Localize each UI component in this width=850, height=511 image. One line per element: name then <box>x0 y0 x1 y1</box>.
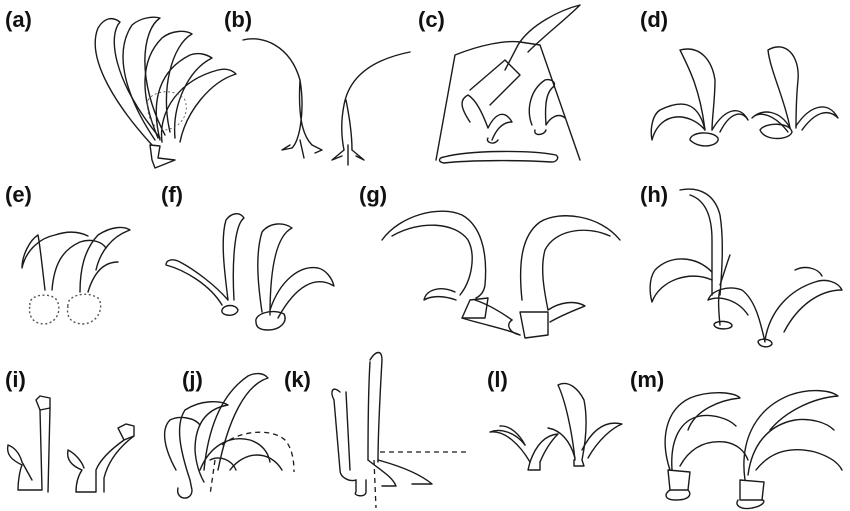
drawing-c <box>436 5 580 163</box>
panel-label-c: (c) <box>418 7 445 32</box>
panel-label-i: (i) <box>5 367 26 392</box>
panel-label-k: (k) <box>284 367 311 392</box>
panel-label-j: (j) <box>182 367 203 392</box>
drawing-b <box>243 39 410 165</box>
drawing-h <box>650 189 842 347</box>
drawing-k <box>332 353 470 509</box>
panel-label-a: (a) <box>5 7 32 32</box>
panel-label-d: (d) <box>640 7 668 32</box>
panel-label-m: (m) <box>630 367 664 392</box>
panel-label-b: (b) <box>224 7 252 32</box>
drawing-d <box>651 47 838 146</box>
panel-label-f: (f) <box>161 182 183 207</box>
drawing-i <box>8 396 134 492</box>
panel-label-e: (e) <box>5 182 32 207</box>
drawing-g <box>382 211 620 338</box>
drawing-l <box>490 383 622 470</box>
panel-label-l: (l) <box>487 367 508 392</box>
panel-label-g: (g) <box>359 182 387 207</box>
drawing-f <box>166 214 334 330</box>
panel-label-h: (h) <box>640 182 668 207</box>
drawing-a <box>95 17 236 168</box>
drawing-m <box>665 391 842 509</box>
drawing-j <box>165 374 294 499</box>
drawing-e <box>22 227 130 324</box>
